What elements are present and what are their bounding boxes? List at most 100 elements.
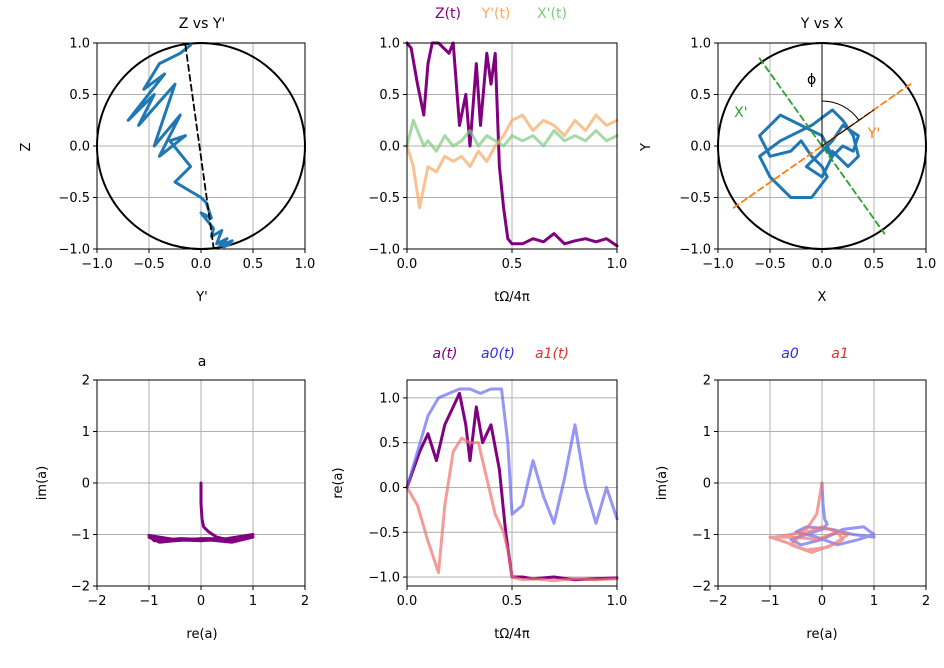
series-a1-t- — [405, 436, 619, 583]
tick-label-y: 2 — [703, 374, 711, 389]
tick-label-y: 0 — [703, 477, 711, 492]
panel3-plot-area: ϕ X' Y' −1.0 −0.5 0.0 0.5 1.0 −1.0 −0.5 0.0 0.5 1.0 — [679, 37, 936, 273]
tick-label-y: 0.5 — [690, 88, 711, 103]
panel1-ylabel: Z — [19, 142, 34, 151]
tick-label-y: −2 — [71, 580, 90, 595]
panel4-ylabel: im(a) — [35, 466, 50, 500]
annotation-label: X' — [734, 105, 747, 121]
tick-label-x: −1 — [139, 594, 158, 609]
panel1-xlabel: Y' — [195, 290, 208, 305]
panel-zyx-vs-time: Z(t) Y'(t) X'(t) tΩ/4π 0.0 0.5 1.0 −1.0 −0.5… — [368, 6, 627, 305]
tick-label-y: 0.0 — [379, 140, 400, 155]
tick-label-y: 1.0 — [69, 37, 90, 52]
series-projection — [821, 109, 875, 147]
tick-label-y: −1.0 — [679, 243, 711, 258]
panel-re-a-vs-time: a(t) a0(t) a1(t) tΩ/4π re(a) 0.0 0.5 1.0 −1… — [331, 346, 627, 642]
tick-label-y: 1.0 — [690, 37, 711, 52]
tick-label-x: 0 — [197, 594, 205, 609]
tick-label-x: 1.0 — [916, 257, 937, 272]
tick-label-x: −2 — [708, 594, 727, 609]
tick-label-y: −0.5 — [679, 191, 711, 206]
tick-label-y: 1 — [703, 425, 711, 440]
legend-a0: a0(t) — [481, 346, 515, 362]
series-a-t- — [405, 391, 619, 582]
annotation-label: ϕ — [807, 72, 816, 88]
panel4-xlabel: re(a) — [186, 627, 217, 642]
panel3-ylabel: Y — [639, 143, 654, 152]
tick-label-x: 0.5 — [243, 257, 264, 272]
tick-label-y: 1.0 — [379, 37, 400, 52]
tick-label-x: 1.0 — [607, 257, 628, 272]
tick-label-x: 0.0 — [191, 257, 212, 272]
panel3-xlabel: X — [818, 290, 827, 305]
tick-label-y: −1.0 — [368, 243, 400, 258]
panel4-title: a — [198, 354, 207, 370]
tick-label-x: −1.0 — [81, 257, 113, 272]
tick-label-y: 1 — [82, 425, 90, 440]
legend-a1: a1(t) — [535, 346, 569, 362]
tick-label-y: −2 — [692, 580, 711, 595]
tick-label-y: 2 — [82, 374, 90, 389]
tick-label-y: 0.5 — [379, 436, 400, 451]
series-axis — [184, 44, 215, 248]
tick-label-y: −0.5 — [58, 191, 90, 206]
legend-a1-complex: a1 — [831, 346, 849, 362]
legend-a: a(t) — [433, 346, 458, 362]
tick-label-x: 1 — [870, 594, 878, 609]
series-trajectory — [126, 43, 234, 249]
tick-label-x: 0 — [818, 594, 826, 609]
tick-label-x: 2 — [301, 594, 309, 609]
panel2-plot-area: 0.0 0.5 1.0 −1.0 −0.5 0.0 0.5 1.0 — [368, 37, 627, 273]
panel5-plot-area: 0.0 0.5 1.0 −1.0 −0.5 0.0 0.5 1.0 — [368, 379, 627, 609]
tick-label-y: 0 — [82, 477, 90, 492]
panel-a-complex: a re(a) im(a) −2 −1 0 1 2 −2 −1 0 1 2 — [35, 354, 309, 642]
panel5-xlabel: tΩ/4π — [494, 627, 530, 642]
legend-a0-complex: a0 — [781, 346, 799, 362]
tick-label-x: 1 — [249, 594, 257, 609]
tick-label-x: 1.0 — [295, 257, 316, 272]
tick-label-y: −1.0 — [58, 243, 90, 258]
tick-label-x: 0.5 — [864, 257, 885, 272]
tick-label-y: 0.5 — [69, 88, 90, 103]
tick-label-y: 0.0 — [69, 140, 90, 155]
tick-label-x: 0.5 — [502, 594, 523, 609]
series-trajectory — [758, 108, 860, 199]
tick-label-y: −0.5 — [368, 191, 400, 206]
tick-label-x: −1.0 — [702, 257, 734, 272]
panel-y-vs-x: Y vs X X Y ϕ X' Y' −1.0 −0.5 0.0 0.5 1.0 −1.0 −0.… — [639, 16, 936, 305]
series-x-axis — [758, 57, 886, 235]
series-a0-t- — [405, 387, 619, 525]
tick-label-y: 0.5 — [379, 88, 400, 103]
tick-label-y: −1 — [71, 528, 90, 543]
legend-y-prime: Y'(t) — [481, 6, 511, 22]
tick-label-y: −1.0 — [368, 571, 400, 586]
panel6-xlabel: re(a) — [806, 627, 837, 642]
series-a — [147, 481, 255, 544]
tick-label-x: 0.5 — [502, 257, 523, 272]
panel5-ylabel: re(a) — [331, 467, 346, 498]
panel1-plot-area: −1.0 −0.5 0.0 0.5 1.0 −1.0 −0.5 0.0 0.5 1.0 — [58, 37, 315, 273]
panel3-title: Y vs X — [800, 16, 844, 32]
annotation-label: Y' — [867, 126, 880, 142]
series-x-t- — [405, 118, 619, 153]
tick-label-x: −0.5 — [133, 257, 165, 272]
tick-label-x: 0.0 — [397, 257, 418, 272]
panel2-xlabel: tΩ/4π — [494, 290, 530, 305]
tick-label-x: 2 — [922, 594, 930, 609]
panel6-plot-area: −2 −1 0 1 2 −2 −1 0 1 2 — [692, 374, 930, 610]
series-a1 — [768, 481, 850, 554]
legend-x-prime: X'(t) — [537, 6, 567, 22]
tick-label-x: 0.0 — [812, 257, 833, 272]
tick-label-y: 1.0 — [379, 391, 400, 406]
tick-label-x: −2 — [87, 594, 106, 609]
series-y-t- — [405, 113, 619, 210]
tick-label-y: −1 — [692, 528, 711, 543]
tick-label-x: −1 — [760, 594, 779, 609]
legend-z: Z(t) — [435, 6, 461, 22]
series-a0 — [789, 481, 876, 547]
panel-a0-a1-complex: a0 a1 re(a) im(a) −2 −1 0 1 2 −2 −1 0 1 2 — [655, 346, 930, 642]
tick-label-x: 0.0 — [397, 594, 418, 609]
series-y-axis — [732, 83, 912, 209]
tick-label-y: −0.5 — [368, 526, 400, 541]
